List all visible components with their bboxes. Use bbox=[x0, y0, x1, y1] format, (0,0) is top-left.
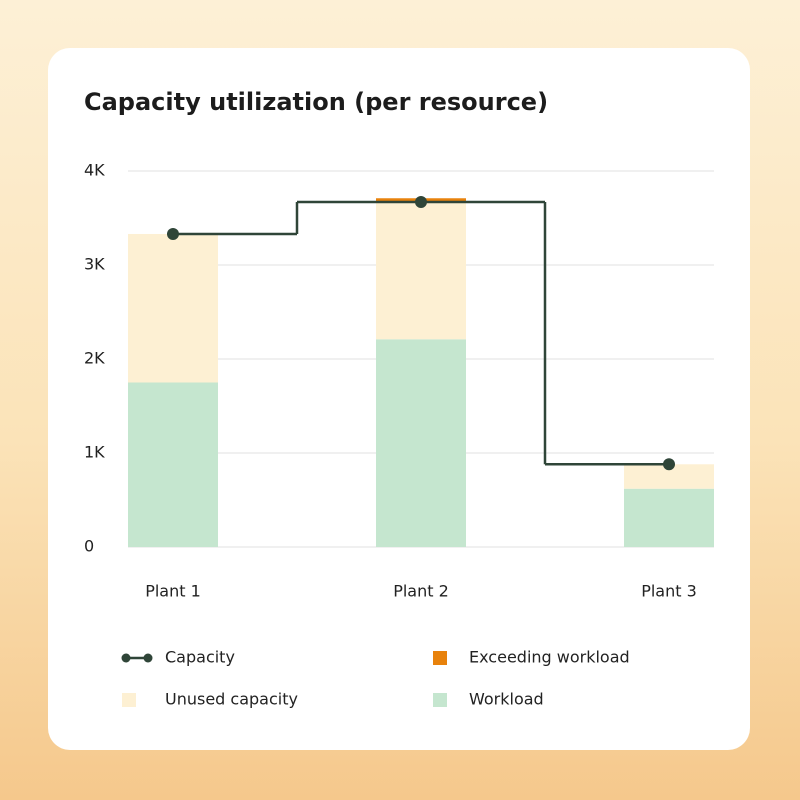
legend-marker bbox=[143, 653, 153, 663]
bar-segment bbox=[624, 488, 714, 547]
legend-marker bbox=[122, 693, 136, 707]
bar-segment bbox=[376, 339, 466, 547]
legend-label: Unused capacity bbox=[165, 690, 298, 709]
y-tick-label: 2K bbox=[84, 349, 105, 368]
bar-segment bbox=[128, 233, 218, 383]
legend-marker bbox=[433, 693, 447, 707]
legend-label: Capacity bbox=[165, 648, 235, 667]
line-marker bbox=[415, 196, 427, 209]
y-tick-label: 3K bbox=[84, 255, 105, 274]
chart-title: Capacity utilization (per resource) bbox=[84, 88, 548, 116]
x-tick-label: Plant 3 bbox=[641, 582, 697, 601]
legend-marker bbox=[121, 653, 131, 663]
x-tick-label: Plant 1 bbox=[145, 582, 201, 601]
legend-label: Workload bbox=[469, 690, 544, 709]
bar-segment bbox=[376, 202, 466, 340]
y-tick-label: 4K bbox=[84, 161, 105, 180]
y-tick-label: 1K bbox=[84, 443, 105, 462]
y-tick-label: 0 bbox=[84, 537, 94, 556]
line-marker bbox=[663, 458, 675, 471]
x-tick-label: Plant 2 bbox=[393, 582, 449, 601]
line-marker bbox=[167, 227, 179, 240]
bar-segment bbox=[128, 382, 218, 547]
legend-marker bbox=[433, 651, 447, 665]
legend-label: Exceeding workload bbox=[469, 648, 630, 667]
